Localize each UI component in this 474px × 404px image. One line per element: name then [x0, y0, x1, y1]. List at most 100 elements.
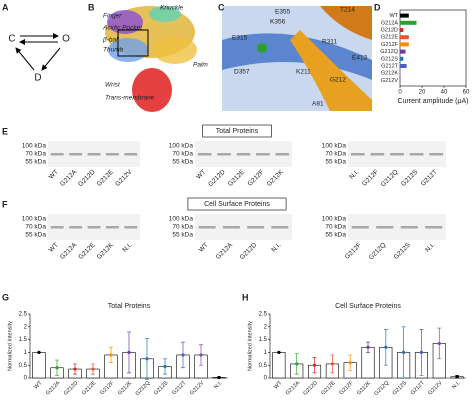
category-label: G212E: [81, 380, 98, 397]
category-label: N.I.: [451, 380, 462, 391]
ladder-label: 55 kDa: [172, 159, 193, 166]
ladder-label: 100 kDa: [169, 216, 194, 223]
panel-label: G: [2, 292, 9, 302]
lane-label: G212K: [96, 241, 116, 261]
category-label: G212T: [171, 380, 188, 397]
category-label: G212Q: [373, 380, 390, 397]
title-box: [187, 197, 287, 211]
mean-dot: [330, 362, 334, 366]
category-label: G212E: [381, 35, 398, 41]
lane-label: G212A: [59, 168, 79, 188]
mean-dot: [199, 353, 203, 357]
band: [87, 153, 101, 156]
category-label: G212A: [285, 380, 302, 397]
category-label: G212T: [381, 63, 398, 69]
band: [275, 153, 290, 156]
axis-label: Current amplitude (μA): [398, 98, 469, 105]
y-tick-label: 0: [264, 376, 268, 382]
structure-label: Wrist: [105, 82, 121, 89]
mean-dot: [437, 341, 441, 346]
lane-label: WT: [48, 169, 60, 181]
band: [271, 226, 289, 229]
structure-label: Acidic Pocket: [102, 25, 143, 32]
band: [409, 153, 424, 156]
mean-dot: [109, 353, 113, 357]
ladder-label: 55 kDa: [325, 159, 346, 166]
band: [351, 226, 369, 229]
x-tick-label: 0: [398, 90, 402, 96]
ladder-label: 100 kDa: [322, 216, 347, 223]
y-tick-label: 2: [264, 324, 268, 330]
ladder-label: 70 kDa: [325, 224, 346, 231]
plot-frame: [399, 9, 467, 87]
y-axis-label: Normalized Intensity: [247, 321, 253, 371]
band: [50, 226, 64, 229]
band: [236, 153, 251, 156]
band: [105, 226, 119, 229]
band: [400, 226, 418, 229]
structure-b: [105, 6, 197, 112]
ladder-label: 100 kDa: [322, 143, 347, 150]
bar: [400, 13, 409, 18]
residue-label: E315: [232, 35, 248, 42]
lane-label: G212F: [247, 169, 266, 188]
band: [124, 226, 138, 229]
category-label: G212V: [427, 380, 444, 397]
mean-dot: [217, 375, 221, 380]
category-label: G212F: [381, 42, 398, 48]
residue-label: E355: [275, 9, 291, 16]
lane-label: G212F: [361, 169, 380, 188]
lane-label: G212D: [77, 168, 97, 188]
blot-title: Cell Surface Proteins: [204, 201, 270, 208]
y-axis-label: Normalized Intensity: [7, 321, 13, 371]
structure-label: β-ball: [102, 37, 120, 44]
category-label: G212V: [381, 78, 398, 84]
lane-label: WT: [48, 242, 60, 254]
panel-label: E: [2, 126, 8, 136]
ladder-label: 70 kDa: [172, 224, 193, 231]
mean-dot: [55, 366, 59, 370]
ladder-label: 70 kDa: [325, 151, 346, 158]
residue-label: K356: [270, 19, 286, 26]
y-tick-label: 2: [24, 324, 28, 330]
band: [69, 226, 83, 229]
category-label: WT: [33, 380, 44, 391]
band: [350, 153, 365, 156]
mean-dot: [37, 350, 41, 354]
residue-label: E413: [352, 55, 368, 62]
lane-label: WT: [198, 242, 210, 254]
residue-label: R311: [322, 39, 337, 46]
band: [222, 226, 240, 229]
mean-dot: [419, 350, 424, 354]
structure-c: [222, 6, 372, 111]
bar: [272, 352, 286, 379]
band: [87, 226, 101, 229]
y-tick-label: 1.5: [259, 337, 268, 343]
mean-dot: [91, 367, 95, 371]
band: [217, 153, 231, 156]
band: [247, 226, 265, 229]
band: [370, 153, 385, 156]
mean-dot: [312, 363, 317, 367]
category-label: G212E: [320, 380, 337, 397]
residue-label: T214: [340, 7, 355, 14]
y-tick-label: 0.5: [19, 363, 28, 369]
mean-dot: [295, 362, 299, 366]
mean-dot: [163, 364, 167, 369]
residue-label: A81: [312, 101, 324, 108]
chart-title: Cell Surface Proteins: [335, 303, 401, 310]
mean-dot: [348, 361, 352, 365]
x-tick-label: 60: [463, 90, 470, 96]
lane-label: G212F: [344, 242, 363, 261]
category-label: G212T: [410, 380, 427, 397]
mean-dot: [455, 375, 459, 379]
state-node: C: [8, 34, 15, 45]
category-label: G212S: [153, 380, 170, 397]
panel-label: B: [88, 2, 95, 12]
category-label: G212A: [381, 20, 398, 26]
category-label: G212D: [302, 380, 319, 397]
category-label: G212Q: [380, 49, 398, 55]
lane-label: G212A: [215, 241, 235, 261]
bar: [400, 49, 406, 54]
